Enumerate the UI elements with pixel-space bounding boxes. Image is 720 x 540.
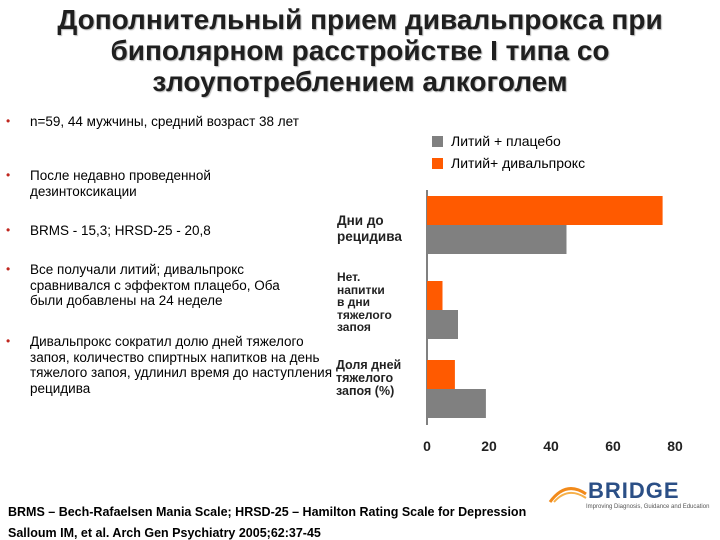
category-label-line: запоя (%) [336,384,395,398]
x-tick-label: 80 [667,438,683,454]
bullet-dot: • [6,334,11,348]
bar-divalproex-3 [427,360,455,389]
title-line-3: злоупотреблением алкоголем [152,66,568,97]
legend-item-divalproex: Литий+ дивальпрокс [432,152,585,174]
bullet-text: Все получали литий; дивальпрокс сравнива… [30,262,280,308]
category-label-line: напитки [337,282,385,297]
legend-label-divalproex: Литий+ дивальпрокс [451,155,586,171]
chart-legend: Литий + плацебо Литий+ дивальпрокс [432,130,585,174]
legend-item-placebo: Литий + плацебо [432,130,585,152]
bullet-text: Дивальпрокс сократил долю дней тяжелого … [30,334,333,396]
title-line-2: биполярном расстройстве I типа со [110,35,610,66]
bar-divalproex-2 [427,281,443,310]
scales-footnote: BRMS – Bech-Rafaelsen Mania Scale; HRSD-… [8,505,527,519]
category-label-line: Дни до [337,213,384,228]
category-label-line: тяжелого [336,371,394,385]
x-tick-label: 40 [543,438,559,454]
bar-placebo-2 [427,310,458,339]
bridge-logo-icon [548,487,587,503]
slide-title: Дополнительный прием дивальпрокса при би… [0,4,720,97]
category-label-heavy-days-share: Доля дней тяжелого запоя (%) [336,359,401,398]
category-label-line: рецидива [337,229,402,244]
bar-placebo-1 [427,225,567,254]
legend-label-placebo: Литий + плацебо [451,133,561,149]
logo-word: BRIDGE [588,478,680,503]
title-line-1: Дополнительный прием дивальпрокса при [57,4,663,35]
bullet-text: BRMS - 15,3; HRSD-25 - 20,8 [30,223,211,238]
category-label-line: запоя [337,320,371,334]
legend-swatch-divalproex [432,157,443,169]
x-tick-label: 60 [605,438,621,454]
bridge-logo: BRIDGE Improving Diagnosis, Guidance and… [548,476,718,516]
citation: Salloum IM, et al. Arch Gen Psychiatry 2… [8,526,321,540]
category-label-line: Нет. [337,270,361,284]
bullet-dot: • [6,114,11,128]
category-label-line: Доля дней [336,358,402,372]
logo-tagline: Improving Diagnosis, Guidance and Educat… [586,504,710,510]
category-label-drinks: Нет. напитки в дни тяжелого запоя [337,271,392,334]
bullet-dot: • [6,223,11,237]
category-label-line: в дни [337,295,370,309]
bar-placebo-3 [427,389,486,418]
bar-divalproex-1 [427,196,663,225]
x-tick-label: 0 [423,438,431,454]
bullet-dot: • [6,262,11,276]
x-tick-label: 20 [481,438,497,454]
legend-swatch-placebo [432,135,443,147]
category-label-line: тяжелого [337,307,392,322]
bullet-text: n=59, 44 мужчины, средний возраст 38 лет [30,114,299,129]
bullet-dot: • [6,168,11,182]
bullet-text: После недавно проведенной дезинтоксикаци… [30,168,211,199]
category-label-relapse-days: Дни до рецидива [337,213,402,245]
